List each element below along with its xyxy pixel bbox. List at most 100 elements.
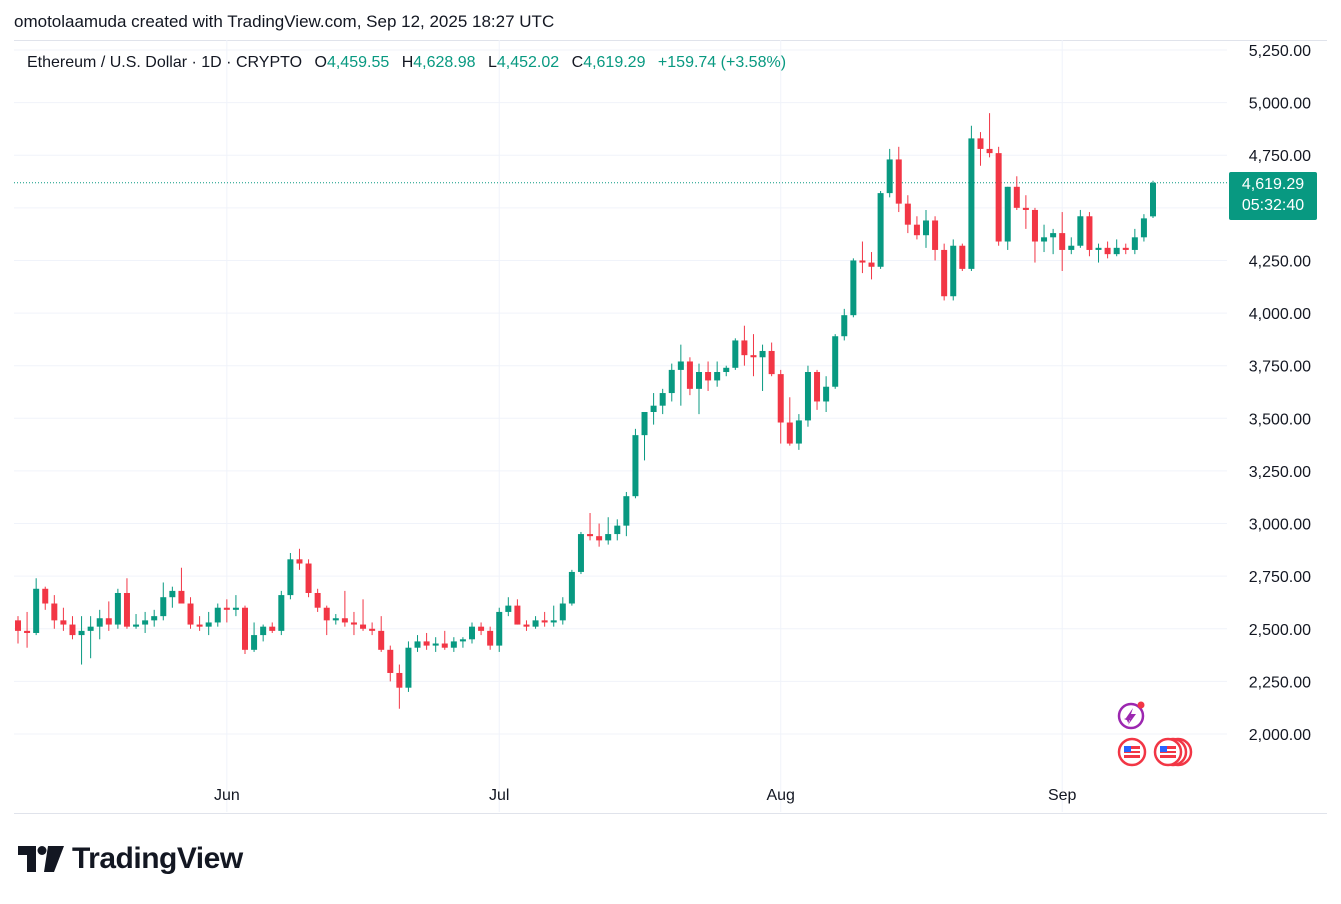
candle[interactable] [478,622,485,636]
candle[interactable] [96,609,103,640]
candle[interactable] [378,616,385,652]
candle[interactable] [450,637,457,652]
candle[interactable] [169,586,176,608]
candle[interactable] [187,597,194,629]
candle[interactable] [968,125,975,271]
candle[interactable] [15,616,21,644]
candle[interactable] [487,626,494,650]
candle[interactable] [1059,212,1066,271]
candle[interactable] [795,414,802,450]
candle[interactable] [723,365,730,377]
candle[interactable] [868,252,875,280]
candle[interactable] [1031,207,1038,263]
candle[interactable] [950,239,957,301]
candle[interactable] [42,586,49,610]
candle[interactable] [913,216,920,240]
candle[interactable] [332,614,339,625]
candle[interactable] [405,641,412,692]
candle[interactable] [532,616,539,629]
candle[interactable] [160,582,167,621]
candle[interactable] [523,620,530,631]
candle[interactable] [850,258,857,318]
candle[interactable] [205,611,212,636]
candle[interactable] [923,209,929,248]
candle[interactable] [114,588,121,629]
candle[interactable] [886,148,893,198]
candle[interactable] [614,519,621,541]
us-flag-event-group-icon[interactable] [1153,737,1193,767]
candle[interactable] [1104,241,1111,259]
candle[interactable] [1140,214,1147,242]
candle[interactable] [496,607,503,652]
candle[interactable] [777,369,784,444]
candle[interactable] [51,595,58,629]
candle[interactable] [741,325,748,366]
candle[interactable] [768,342,775,377]
candle[interactable] [1068,237,1075,255]
candle[interactable] [587,513,594,541]
candle[interactable] [596,523,603,547]
candle[interactable] [260,624,267,642]
candle[interactable] [814,369,821,410]
us-flag-event-icon[interactable] [1117,737,1147,767]
candle[interactable] [223,599,230,623]
candle[interactable] [242,605,248,655]
candle[interactable] [269,622,276,633]
candle[interactable] [895,146,902,213]
candle[interactable] [423,632,430,650]
candle[interactable] [832,334,839,389]
candle[interactable] [133,614,140,629]
candle[interactable] [441,630,448,650]
candle[interactable] [750,334,757,377]
candle[interactable] [986,113,993,158]
candle[interactable] [632,428,639,499]
symbol-label[interactable]: Ethereum / U.S. Dollar · 1D · CRYPTO [27,54,303,71]
candle[interactable] [759,344,766,391]
candle[interactable] [459,637,466,648]
candle[interactable] [1004,186,1011,250]
candle[interactable] [677,344,684,406]
candle[interactable] [33,578,40,636]
candle[interactable] [287,553,294,600]
candle[interactable] [1122,243,1129,255]
tradingview-logo[interactable]: TradingView [18,842,243,876]
candle[interactable] [142,611,149,633]
candle[interactable] [360,599,367,631]
candle[interactable] [60,607,67,631]
flash-event-icon[interactable] [1117,701,1145,730]
candle[interactable] [1131,228,1138,255]
candle[interactable] [305,559,312,598]
candle[interactable] [314,588,321,612]
candle[interactable] [568,569,575,606]
candle[interactable] [577,531,584,575]
candle[interactable] [341,590,348,627]
candle[interactable] [105,601,112,631]
candle[interactable] [24,611,31,648]
candle[interactable] [469,622,475,644]
candle[interactable] [977,132,984,166]
candle[interactable] [686,357,693,396]
candle[interactable] [550,605,557,627]
candle[interactable] [505,597,512,617]
candle[interactable] [705,361,712,391]
candle[interactable] [214,603,221,627]
candle[interactable] [541,611,548,627]
candle[interactable] [696,363,702,415]
candle[interactable] [1150,180,1156,218]
candle[interactable] [605,517,612,545]
candle[interactable] [123,578,130,629]
candle[interactable] [196,616,203,631]
candle[interactable] [904,195,911,234]
candle[interactable] [232,595,239,617]
candle[interactable] [1013,176,1020,210]
candle[interactable] [432,637,439,652]
candle[interactable] [859,241,866,274]
candle[interactable] [69,616,76,640]
candle[interactable] [959,243,966,271]
candle[interactable] [251,622,258,652]
candle[interactable] [668,363,675,402]
candle[interactable] [1050,228,1057,255]
candle[interactable] [350,611,357,636]
candle[interactable] [941,243,948,301]
